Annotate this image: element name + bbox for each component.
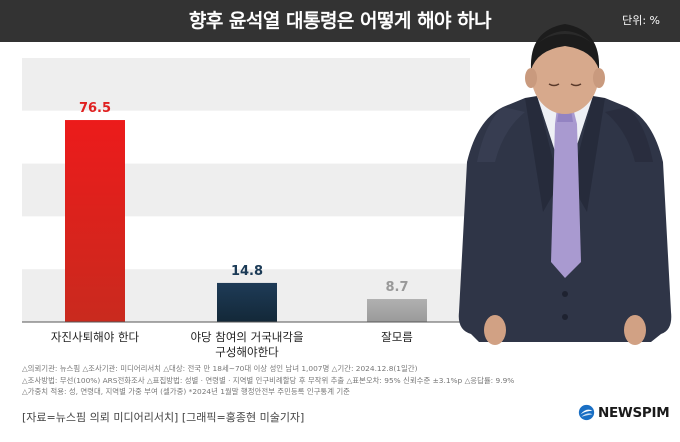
category-label: 야당 참여의 거국내각을 <box>190 330 303 344</box>
unit-label: 단위: % <box>622 14 660 27</box>
bar-2 <box>217 282 277 322</box>
bar-value-label: 76.5 <box>79 101 111 116</box>
chart-title: 향후 윤석열 대통령은 어떻게 해야 하나 <box>188 10 492 32</box>
category-label: 자진사퇴해야 한다 <box>51 330 140 344</box>
newspim-logo: NEWSPIM <box>578 404 670 421</box>
bar-1 <box>65 120 125 322</box>
survey-note-line: △가중치 적용: 성, 연령대, 지역별 가중 부여 (셀가중) *2024년 … <box>22 387 350 396</box>
category-label-line2: 구성해야한다 <box>215 345 279 359</box>
bar-3 <box>367 299 427 322</box>
grid-band <box>22 58 470 111</box>
newspim-logo-icon <box>578 404 595 421</box>
source-credit: [자료=뉴스핌 의뢰 미디어리서치] [그래픽=홍종현 미술기자] <box>22 411 305 424</box>
category-label: 잘모름 <box>381 330 413 344</box>
bar-value-label: 14.8 <box>231 264 263 279</box>
bar-value-label: 8.7 <box>385 280 408 295</box>
person-bowing-photo <box>458 24 672 345</box>
survey-note-line: △의뢰기관: 뉴스핌 △조사기관: 미디어리서치 △대상: 전국 만 18세~7… <box>22 364 418 373</box>
header-bar: 향후 윤석열 대통령은 어떻게 해야 하나 단위: % <box>0 0 680 42</box>
logo-text: NEWSPIM <box>598 404 670 421</box>
survey-notes: △의뢰기관: 뉴스핌 △조사기관: 미디어리서치 △대상: 전국 만 18세~7… <box>22 363 662 398</box>
survey-note-line: △조사방법: 무선(100%) ARS전화조사 △표집방법: 성별 · 연령별 … <box>22 375 515 385</box>
